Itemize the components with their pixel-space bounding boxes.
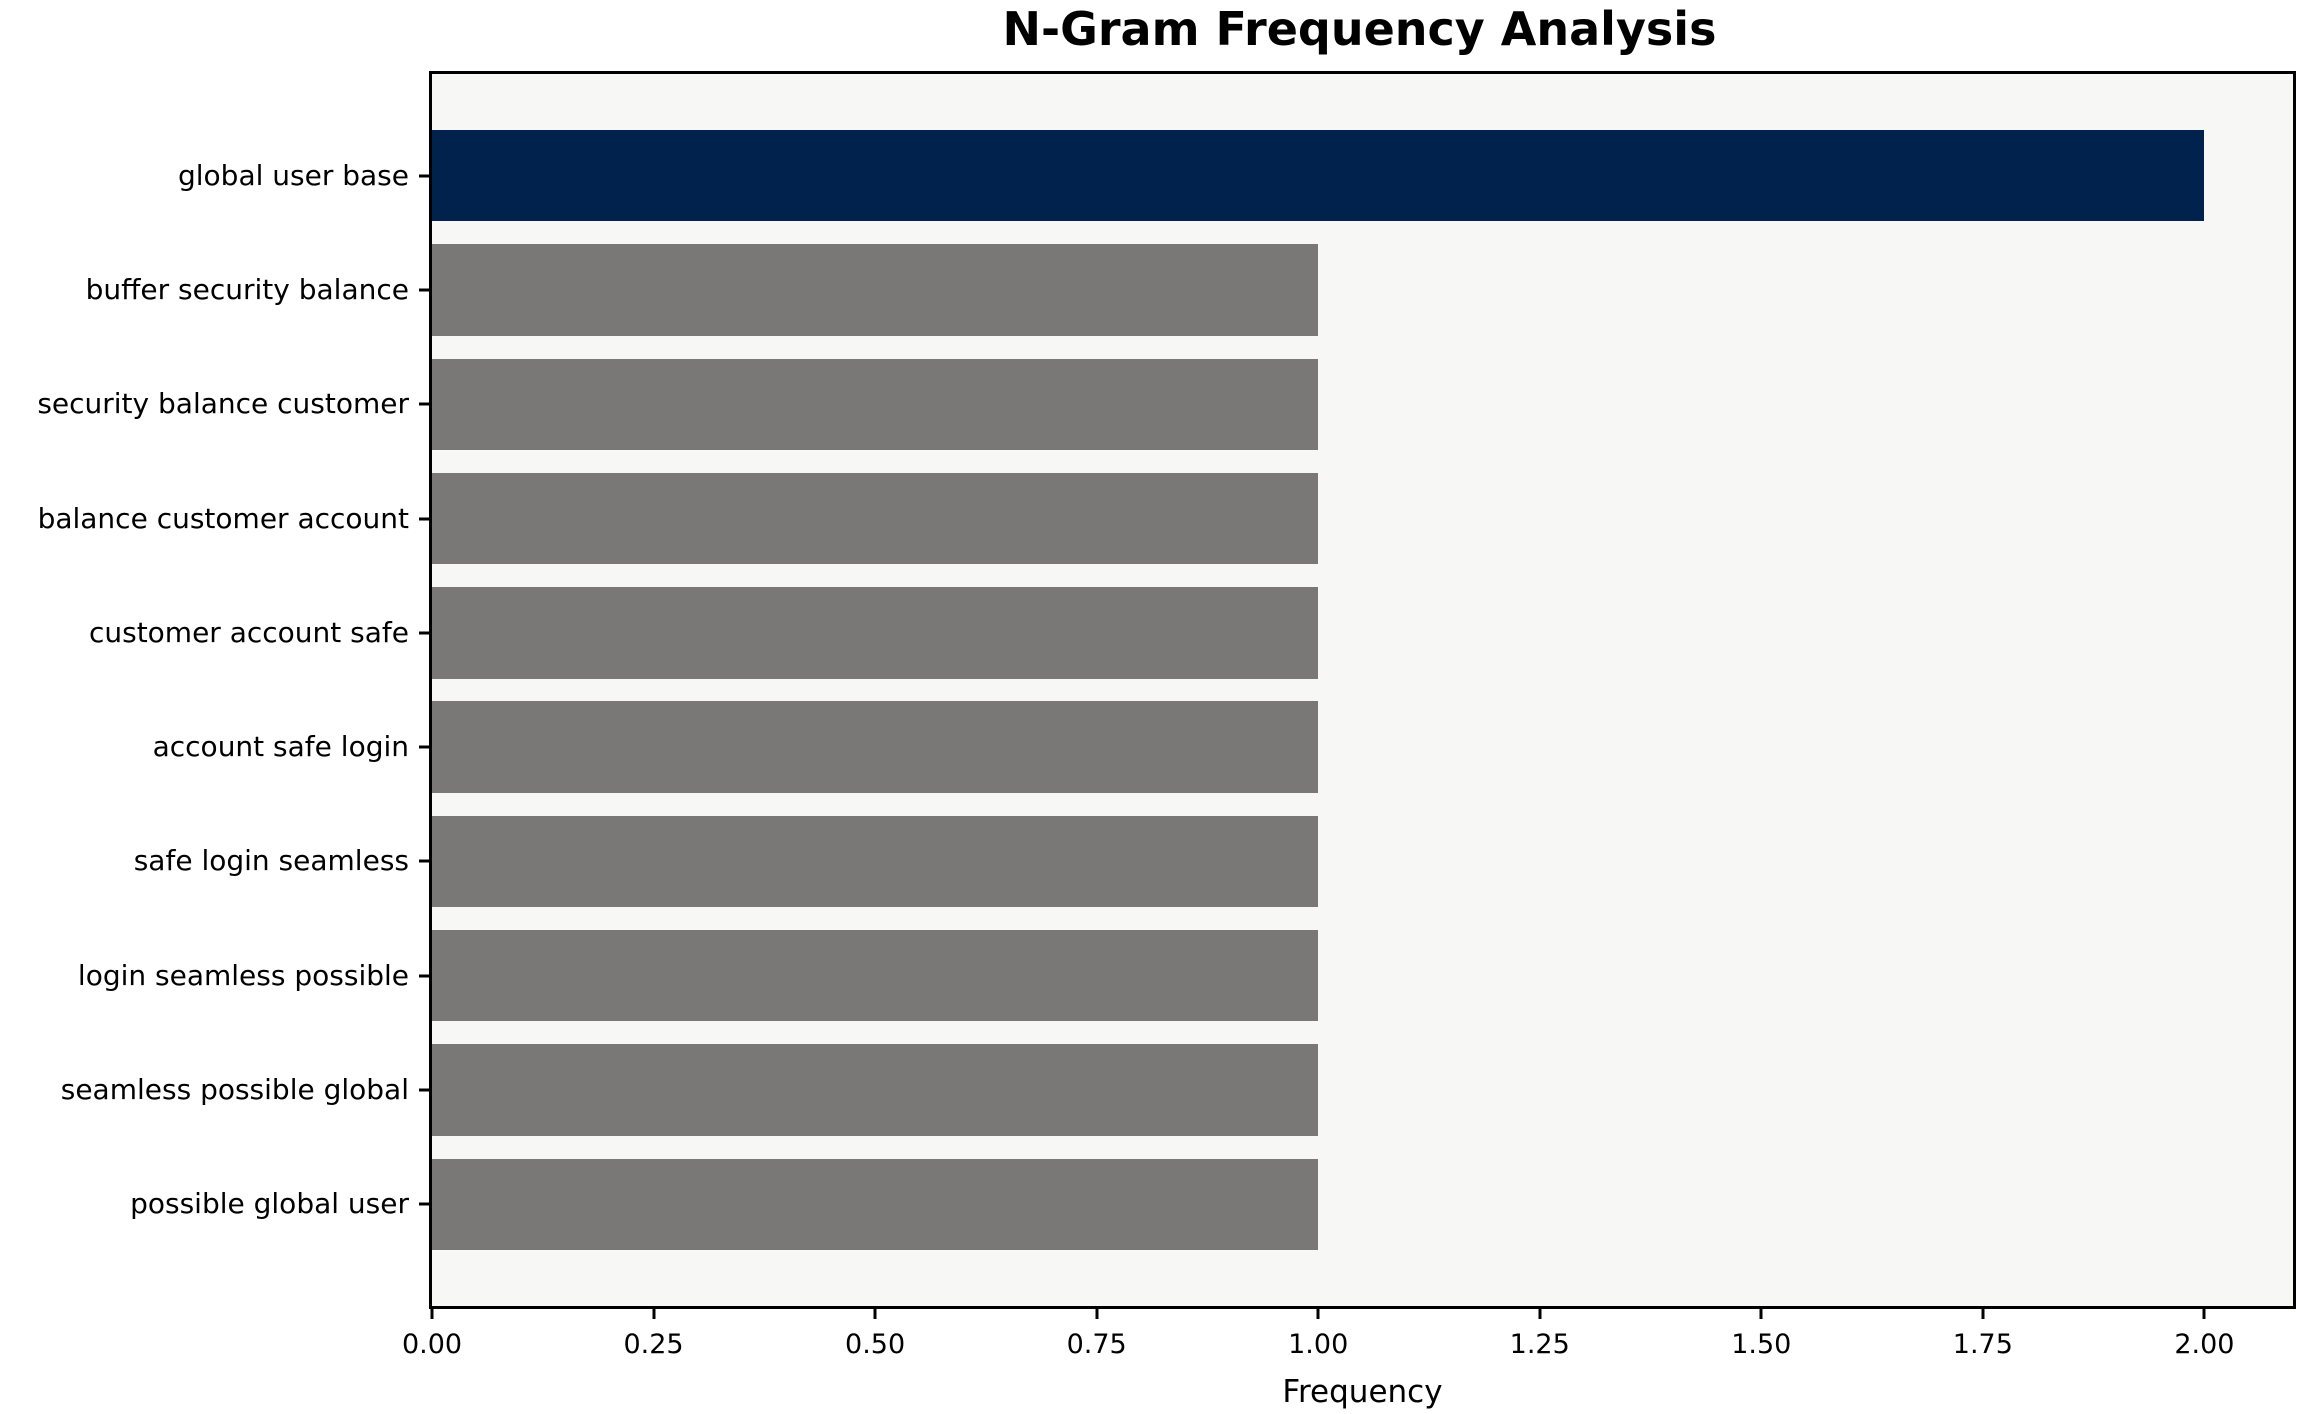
bar: [432, 130, 2205, 222]
x-tick-label: 0.50: [845, 1329, 906, 1360]
x-tick-mark: [1538, 1309, 1542, 1319]
x-tick-label: 1.75: [1952, 1329, 2013, 1360]
bar: [432, 358, 1319, 450]
x-tick-mark: [2202, 1309, 2206, 1319]
y-tick-label: global user base: [177, 158, 409, 192]
x-tick-mark: [652, 1309, 656, 1319]
y-tick-mark: [419, 517, 429, 521]
bar: [432, 815, 1319, 908]
x-tick-label: 1.50: [1731, 1329, 1792, 1360]
y-tick-label: balance customer account: [37, 501, 409, 535]
y-tick-label: customer account safe: [88, 615, 409, 649]
x-tick-label: 0.25: [623, 1329, 684, 1360]
x-tick-label: 1.00: [1288, 1329, 1349, 1360]
y-tick-label: buffer security balance: [85, 273, 409, 306]
y-tick-mark: [419, 974, 429, 978]
bar: [432, 701, 1319, 793]
y-tick-mark: [419, 402, 429, 406]
bar: [432, 244, 1319, 336]
x-tick-mark: [1095, 1309, 1099, 1319]
x-axis-title: Frequency: [1282, 1374, 1443, 1410]
y-tick-label: possible global user: [130, 1187, 409, 1221]
x-tick-mark: [1759, 1309, 1763, 1319]
y-tick-mark: [419, 288, 429, 292]
x-tick-label: 0.75: [1066, 1329, 1127, 1360]
y-tick-mark: [419, 1088, 429, 1092]
x-tick-label: 0.00: [401, 1329, 463, 1360]
y-tick-mark: [419, 1202, 429, 1206]
y-tick-label: safe login seamless: [133, 844, 409, 878]
x-tick-mark: [430, 1309, 434, 1319]
x-tick-label: 2.00: [2174, 1329, 2235, 1360]
bar: [432, 1158, 1319, 1250]
bar: [432, 587, 1319, 679]
y-tick-label: security balance customer: [37, 387, 409, 421]
x-tick-mark: [1981, 1309, 1985, 1319]
bar: [432, 1044, 1319, 1136]
y-tick-mark: [419, 174, 429, 178]
y-tick-label: seamless possible global: [60, 1073, 409, 1106]
y-tick-mark: [419, 631, 429, 635]
y-tick-mark: [419, 859, 429, 863]
chart-title: N-Gram Frequency Analysis: [1002, 2, 1717, 56]
y-tick-label: login seamless possible: [77, 958, 409, 992]
x-tick-mark: [873, 1309, 877, 1319]
y-tick-label: account safe login: [152, 730, 409, 764]
x-tick-mark: [1316, 1309, 1320, 1319]
plot-area: [429, 71, 2296, 1309]
x-tick-label: 1.25: [1509, 1329, 1570, 1360]
bar: [432, 472, 1319, 565]
y-tick-mark: [419, 745, 429, 749]
bar: [432, 930, 1319, 1022]
